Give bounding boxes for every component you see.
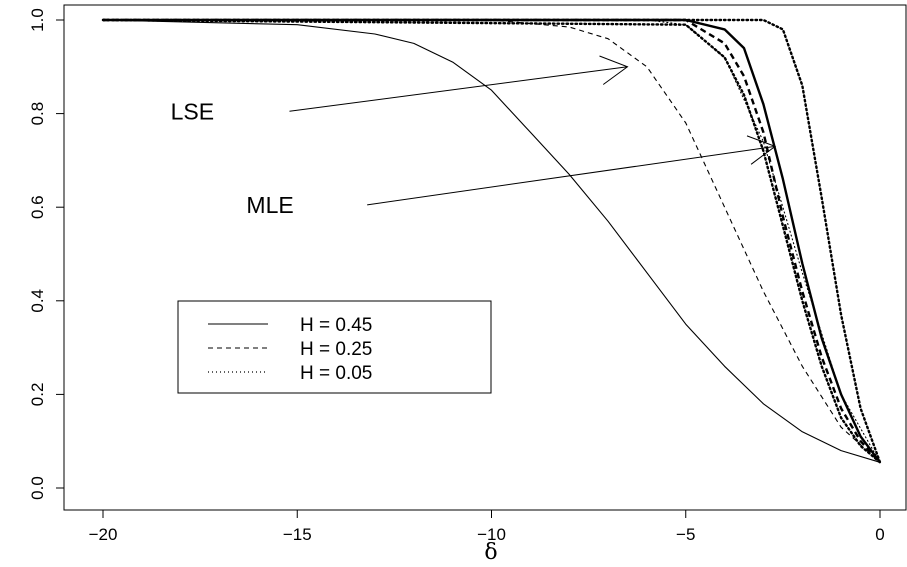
x-tick-label-4: 0 [875, 525, 884, 544]
legend-label-h045: H = 0.45 [300, 315, 372, 336]
x-tick-label-3: −5 [676, 525, 695, 544]
annotation-arrowhead-lse [599, 55, 629, 85]
annotation-arrowhead-mle [746, 135, 777, 165]
y-tick-label-5: 1.0 [28, 8, 47, 32]
series-line-3 [103, 18, 881, 464]
annotation-label-lse: LSE [171, 98, 214, 124]
annotation-label-mle: MLE [246, 192, 293, 218]
series-line-2 [102, 19, 881, 463]
series-line-6 [101, 18, 882, 464]
x-tick-label-2: −10 [477, 525, 506, 544]
axes: −20 −15 −10 −5 0 0.0 0.2 0.4 0.6 0.8 1.0 [28, 8, 885, 544]
annotation-arrow-mle [367, 145, 776, 206]
legend-label-h005: H = 0.05 [300, 363, 372, 384]
x-tick-label-1: −15 [283, 525, 312, 544]
y-tick-label-1: 0.2 [28, 383, 47, 407]
series-line-4 [103, 18, 881, 464]
annotations: LSE MLE [171, 55, 777, 218]
x-axis-title: δ [484, 540, 497, 565]
series-lines [101, 18, 882, 464]
y-tick-label-2: 0.4 [28, 289, 47, 313]
legend-label-h025: H = 0.25 [300, 339, 372, 360]
plot-frame [63, 4, 907, 511]
y-tick-label-3: 0.6 [28, 195, 47, 219]
series-line-0 [102, 19, 881, 463]
series-line-5 [101, 18, 882, 464]
legend: H = 0.45 H = 0.25 H = 0.05 [177, 300, 492, 394]
legend-box [177, 300, 492, 394]
y-tick-label-0: 0.0 [28, 476, 47, 500]
annotation-arrow-lse [289, 66, 628, 112]
x-tick-label-0: −20 [89, 525, 118, 544]
series-line-1 [103, 19, 881, 463]
y-tick-label-4: 0.8 [28, 102, 47, 126]
